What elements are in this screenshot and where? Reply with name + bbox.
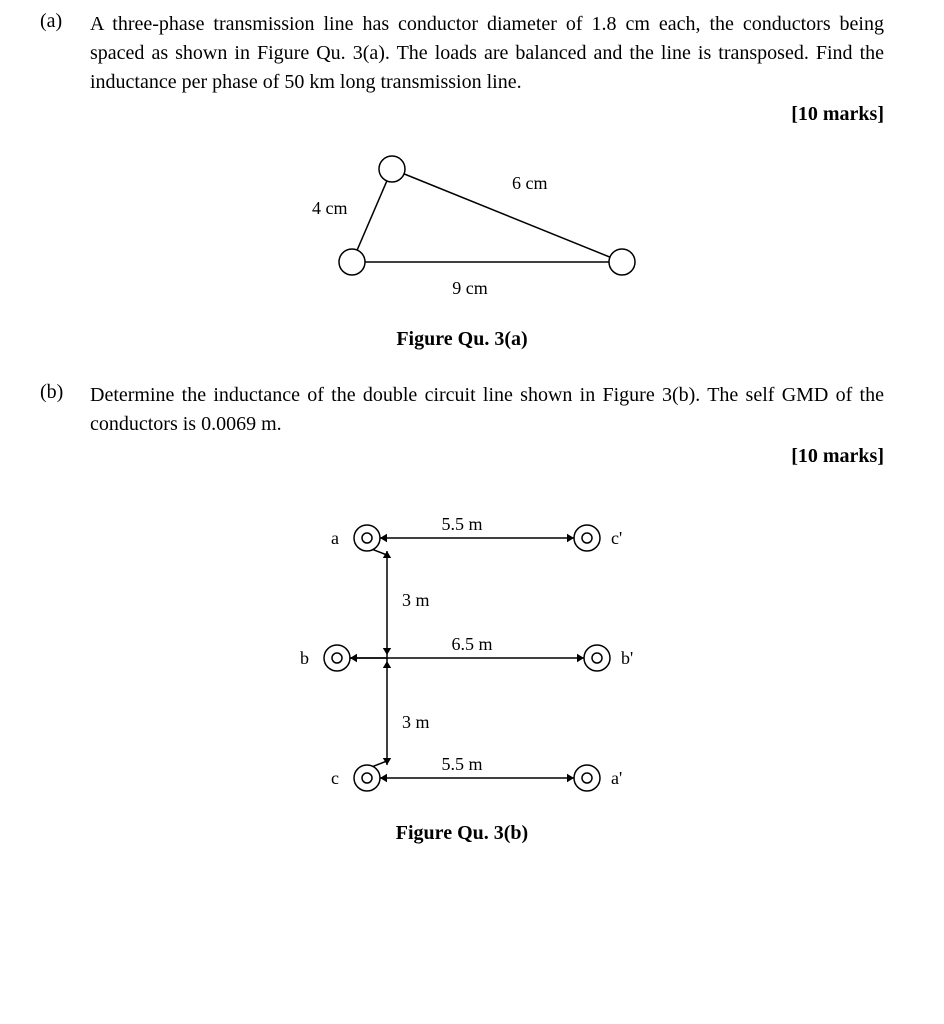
qa-label: (a) xyxy=(40,10,90,33)
svg-text:3 m: 3 m xyxy=(402,590,430,610)
figure-3b: a b c c' b' a' 5.5 m 6.5 m 5.5 m 3 m 3 m Figure Qu… xyxy=(40,508,884,845)
figure-3b-caption: Figure Qu. 3(b) xyxy=(396,822,528,845)
svg-text:6.5 m: 6.5 m xyxy=(451,634,492,654)
figure-3a: 4 cm 6 cm 9 cm Figure Qu. 3(a) xyxy=(40,144,884,351)
svg-text:5.5 m: 5.5 m xyxy=(441,514,482,534)
qb-marks: [10 marks] xyxy=(791,445,884,468)
figure-3a-caption: Figure Qu. 3(a) xyxy=(396,328,527,351)
svg-text:4 cm: 4 cm xyxy=(312,198,348,218)
figure-3b-svg: a b c c' b' a' 5.5 m 6.5 m 5.5 m 3 m 3 m xyxy=(247,508,677,808)
svg-text:a: a xyxy=(331,528,339,548)
qb-label: (b) xyxy=(40,381,90,404)
svg-text:3 m: 3 m xyxy=(402,712,430,732)
svg-text:6 cm: 6 cm xyxy=(512,173,548,193)
svg-text:c: c xyxy=(331,768,339,788)
svg-text:b: b xyxy=(300,648,309,668)
svg-text:b': b' xyxy=(621,648,633,668)
svg-text:c': c' xyxy=(611,528,622,548)
qb-text: Determine the inductance of the double c… xyxy=(90,381,884,439)
svg-text:a': a' xyxy=(611,768,622,788)
svg-text:5.5 m: 5.5 m xyxy=(441,754,482,774)
qa-marks: [10 marks] xyxy=(791,103,884,126)
figure-3a-svg: 4 cm 6 cm 9 cm xyxy=(222,144,702,314)
qa-text: A three-phase transmission line has cond… xyxy=(90,10,884,97)
svg-text:9 cm: 9 cm xyxy=(452,278,488,298)
